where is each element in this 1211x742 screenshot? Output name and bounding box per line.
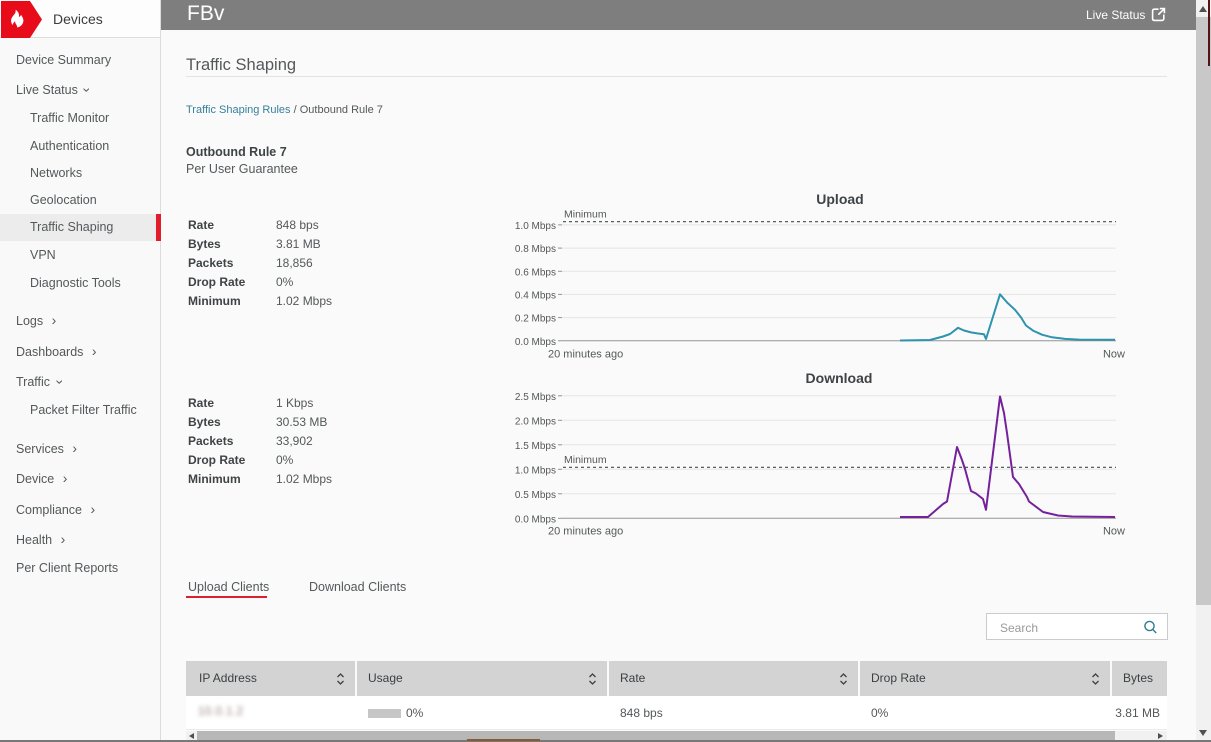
svg-text:Minimum: Minimum bbox=[564, 209, 607, 221]
svg-text:0.0 Mbps: 0.0 Mbps bbox=[515, 337, 556, 348]
svg-text:1.0 Mbps: 1.0 Mbps bbox=[515, 221, 556, 232]
svg-text:Now: Now bbox=[1103, 526, 1125, 538]
svg-text:0.4 Mbps: 0.4 Mbps bbox=[515, 290, 556, 301]
svg-text:1.0 Mbps: 1.0 Mbps bbox=[515, 465, 556, 476]
svg-text:2.5 Mbps: 2.5 Mbps bbox=[515, 392, 556, 403]
svg-text:Download: Download bbox=[806, 370, 873, 386]
svg-text:0.0 Mbps: 0.0 Mbps bbox=[515, 514, 556, 525]
svg-text:0.2 Mbps: 0.2 Mbps bbox=[515, 314, 556, 325]
svg-text:2.0 Mbps: 2.0 Mbps bbox=[515, 416, 556, 427]
svg-text:Minimum: Minimum bbox=[564, 454, 607, 466]
svg-text:1.5 Mbps: 1.5 Mbps bbox=[515, 441, 556, 452]
svg-text:0.8 Mbps: 0.8 Mbps bbox=[515, 244, 556, 255]
svg-text:Now: Now bbox=[1103, 349, 1125, 361]
svg-text:0.6 Mbps: 0.6 Mbps bbox=[515, 267, 556, 278]
svg-text:Upload: Upload bbox=[816, 191, 863, 207]
svg-text:0.5 Mbps: 0.5 Mbps bbox=[515, 490, 556, 501]
svg-text:20 minutes ago: 20 minutes ago bbox=[548, 526, 623, 538]
svg-text:20 minutes ago: 20 minutes ago bbox=[548, 349, 623, 361]
